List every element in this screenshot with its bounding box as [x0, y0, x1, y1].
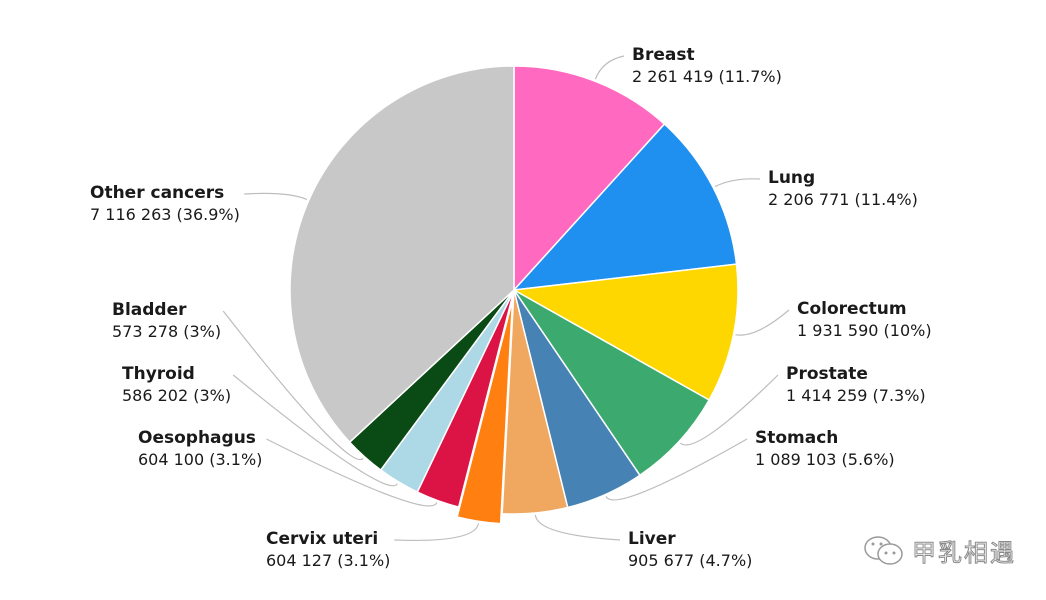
leader-line: [679, 374, 779, 446]
slice-label: Bladder 573 278 (3%): [112, 299, 221, 343]
slice-label-name: Thyroid: [122, 364, 195, 384]
slice-label: Prostate 1 414 259 (7.3%): [786, 363, 926, 407]
slice-label-name: Bladder: [112, 300, 187, 320]
slice-label-value: 7 116 263 (36.9%): [90, 205, 240, 224]
slice-label-value: 2 261 419 (11.7%): [632, 67, 782, 86]
leader-line: [534, 514, 621, 541]
slice-cervix-uteri: [456, 299, 514, 525]
slice-colorectum: [511, 263, 739, 402]
slice-label-name: Cervix uteri: [266, 529, 379, 549]
slice-liver: [501, 289, 569, 515]
slice-label-value: 604 100 (3.1%): [138, 450, 263, 469]
slice-label-name: Prostate: [786, 364, 868, 384]
slice-label-name: Other cancers: [90, 183, 225, 203]
wechat-icon: [864, 535, 903, 565]
slice-label-name: Breast: [632, 45, 695, 65]
slice-label-value: 1 414 259 (7.3%): [786, 386, 926, 405]
slice-label: Cervix uteri 604 127 (3.1%): [266, 528, 390, 572]
leader-line: [735, 309, 790, 336]
slice-lung: [512, 122, 738, 291]
slice-label-value: 573 278 (3%): [112, 322, 222, 341]
slice-label: Other cancers 7 116 263 (36.9%): [90, 182, 240, 226]
slice-label: Lung 2 206 771 (11.4%): [768, 167, 918, 211]
leader-line: [605, 438, 748, 501]
slice-label-name: Colorectum: [797, 299, 907, 319]
leader-line: [266, 438, 438, 507]
leader-line: [594, 55, 625, 80]
slice-label: Breast 2 261 419 (11.7%): [632, 44, 782, 88]
slice-label-name: Lung: [768, 168, 816, 188]
leader-line: [222, 310, 364, 461]
slice-label-value: 2 206 771 (11.4%): [768, 190, 918, 209]
leader-line: [394, 523, 480, 541]
slice-label: Colorectum 1 931 590 (10%): [797, 298, 932, 342]
slice-breast: [513, 65, 666, 292]
slice-other-cancers: [289, 65, 515, 444]
slice-label: Stomach 1 089 103 (5.6%): [755, 427, 895, 471]
pie-slices: [289, 65, 739, 525]
slice-label: Liver 905 677 (4.7%): [628, 528, 752, 572]
leader-line: [714, 178, 761, 188]
slice-label-value: 586 202 (3%): [122, 386, 232, 405]
slice-label-value: 1 931 590 (10%): [797, 321, 932, 340]
watermark-text: 甲乳相遇: [912, 539, 1016, 568]
slice-label-name: Liver: [628, 529, 676, 549]
slice-label-value: 604 127 (3.1%): [266, 551, 391, 570]
watermark: 甲乳相遇: [862, 533, 1016, 568]
slice-prostate: [513, 289, 711, 477]
slice-label-name: Stomach: [755, 428, 839, 448]
slice-label-value: 905 677 (4.7%): [628, 551, 753, 570]
leader-line: [244, 192, 308, 201]
slice-label: Oesophagus 604 100 (3.1%): [138, 427, 262, 471]
slice-label-name: Oesophagus: [138, 428, 256, 448]
leader-line: [232, 374, 398, 487]
slice-label: Thyroid 586 202 (3%): [122, 363, 231, 407]
leader-lines: [222, 55, 790, 541]
slice-label-value: 1 089 103 (5.6%): [755, 450, 895, 469]
